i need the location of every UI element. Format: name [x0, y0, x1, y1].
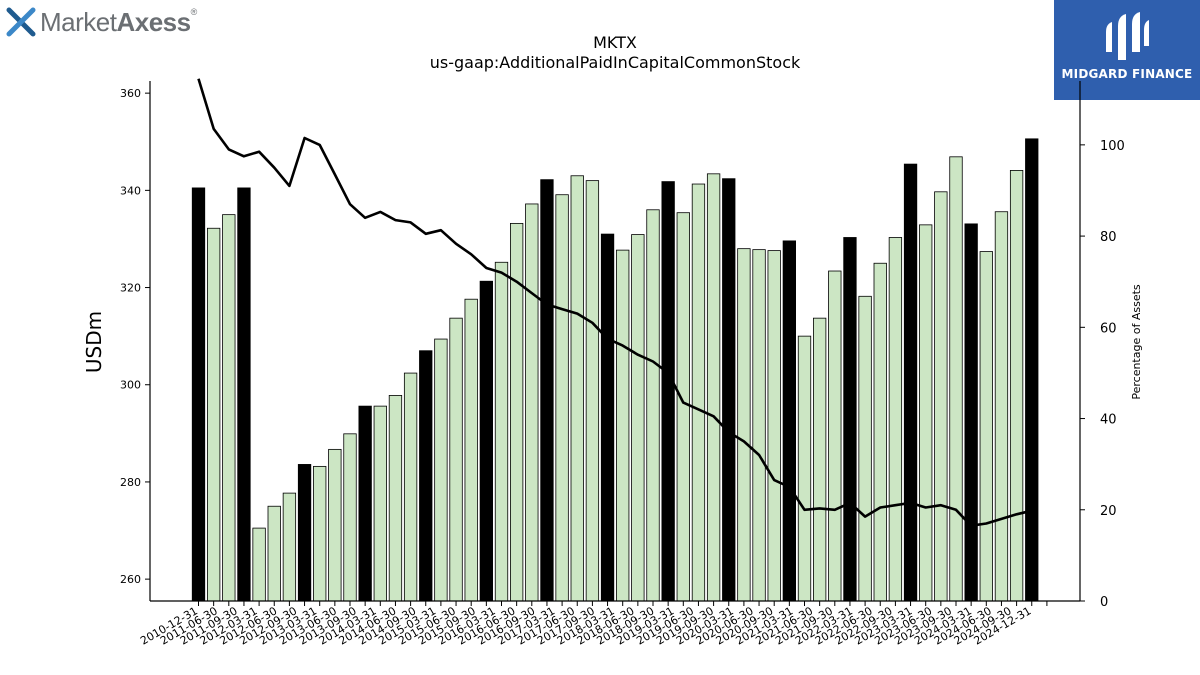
bar-2018-06-30	[646, 209, 660, 602]
bar-2012-12-31	[313, 465, 327, 602]
y-tick-label: 280	[120, 476, 141, 489]
bar-2016-09-30	[540, 179, 554, 602]
bar-2015-12-31	[494, 261, 509, 602]
bar-2015-03-31	[449, 317, 463, 602]
bar-series	[191, 138, 1039, 602]
bar-2016-12-31	[555, 194, 569, 602]
bar-2019-06-30	[706, 173, 721, 602]
bar-2020-06-30	[767, 250, 781, 602]
y-tick-label: 300	[120, 379, 141, 392]
bar-2018-03-31	[631, 234, 645, 602]
marketaxess-x-icon	[6, 7, 36, 37]
chart-subtitle: us-gaap:AdditionalPaidInCapitalCommonSto…	[430, 53, 801, 72]
bar-2023-03-31	[934, 191, 948, 602]
bar-2017-06-30	[585, 180, 600, 602]
percent-line-series	[197, 78, 1033, 528]
bar-2011-06-30	[222, 214, 236, 602]
y2-tick-label: 100	[1100, 139, 1125, 154]
y-axis-ticks: 260 280 300 320 340 360	[120, 87, 150, 586]
bar-2011-12-31	[252, 527, 266, 602]
y2-tick-label: 60	[1100, 321, 1117, 336]
marketaxess-logo: MarketAxess®	[6, 4, 197, 40]
bar-2023-09-30	[964, 223, 978, 602]
bar-2022-06-30	[888, 237, 903, 602]
bar-2011-03-31	[206, 227, 221, 602]
bar-2013-03-31	[328, 448, 342, 602]
bar-2017-03-31	[570, 175, 584, 602]
midgard-emblem-icon	[1106, 12, 1149, 60]
bar-2024-09-30	[1025, 138, 1039, 602]
bar-2020-03-31	[752, 249, 766, 602]
y-tick-label: 360	[120, 87, 141, 100]
bar-2017-12-31	[616, 249, 630, 602]
bar-2013-06-30	[343, 433, 357, 602]
bar-2021-06-30	[828, 270, 842, 602]
bar-2019-09-30	[722, 178, 736, 602]
bar-2021-09-30	[843, 237, 857, 602]
bar-2014-06-30	[403, 372, 418, 602]
bar-2024-03-31	[994, 211, 1009, 602]
chart-title: MKTX	[593, 33, 637, 52]
midgard-wordmark: MIDGARD FINANCE	[1061, 67, 1193, 81]
bar-2012-09-30	[297, 464, 312, 602]
y-axis-label: USDm	[82, 311, 106, 373]
bar-2014-12-31	[434, 338, 448, 602]
bar-2024-06-30	[1009, 170, 1024, 602]
y2-tick-label: 20	[1100, 504, 1117, 519]
y2-tick-label: 40	[1100, 413, 1117, 428]
bar-2014-03-31	[388, 395, 403, 602]
bar-2022-12-31	[919, 224, 933, 602]
bar-2012-03-31	[267, 505, 281, 602]
y2-tick-label: 0	[1100, 595, 1108, 610]
bar-2022-03-31	[873, 262, 887, 602]
midgard-finance-logo: MIDGARD FINANCE	[1054, 0, 1200, 100]
bar-2023-06-30	[949, 156, 963, 602]
y2-axis-label: Percentage of Assets	[1130, 284, 1143, 400]
bar-2021-12-31	[858, 295, 872, 602]
y-tick-label: 320	[120, 282, 141, 295]
y2-tick-label: 80	[1100, 230, 1117, 245]
bar-2023-12-31	[979, 251, 993, 602]
bar-2022-09-30	[903, 163, 918, 602]
y2-axis-ticks: 0 20 40 60 80 100	[1080, 139, 1125, 610]
x-axis-ticks: 2010-12-312011-06-302011-09-302012-03-31…	[138, 601, 1048, 648]
bar-2019-03-31	[691, 183, 706, 602]
bar-2013-09-30	[358, 405, 372, 602]
bar-2012-06-30	[282, 492, 297, 602]
marketaxess-wordmark: MarketAxess®	[40, 6, 197, 37]
bar-2019-12-31	[737, 248, 751, 602]
bar-2011-09-30	[237, 187, 251, 602]
bar-2015-06-30	[464, 298, 478, 602]
bar-2017-09-30	[600, 233, 615, 602]
percent-of-assets-line	[197, 78, 1033, 528]
y-tick-label: 260	[120, 573, 141, 586]
bar-2013-12-31	[373, 405, 387, 602]
bar-2018-12-31	[676, 212, 690, 602]
bar-2016-06-30	[525, 203, 539, 602]
bar-2010-12-31	[191, 187, 206, 602]
bar-2021-03-31	[813, 317, 827, 602]
bar-2020-12-31	[797, 335, 812, 602]
bar-2020-09-30	[782, 240, 796, 602]
bar-2014-09-30	[419, 350, 433, 602]
bar-2018-09-30	[661, 181, 675, 602]
y-tick-label: 340	[120, 184, 141, 197]
bar-2015-09-30	[479, 280, 494, 602]
